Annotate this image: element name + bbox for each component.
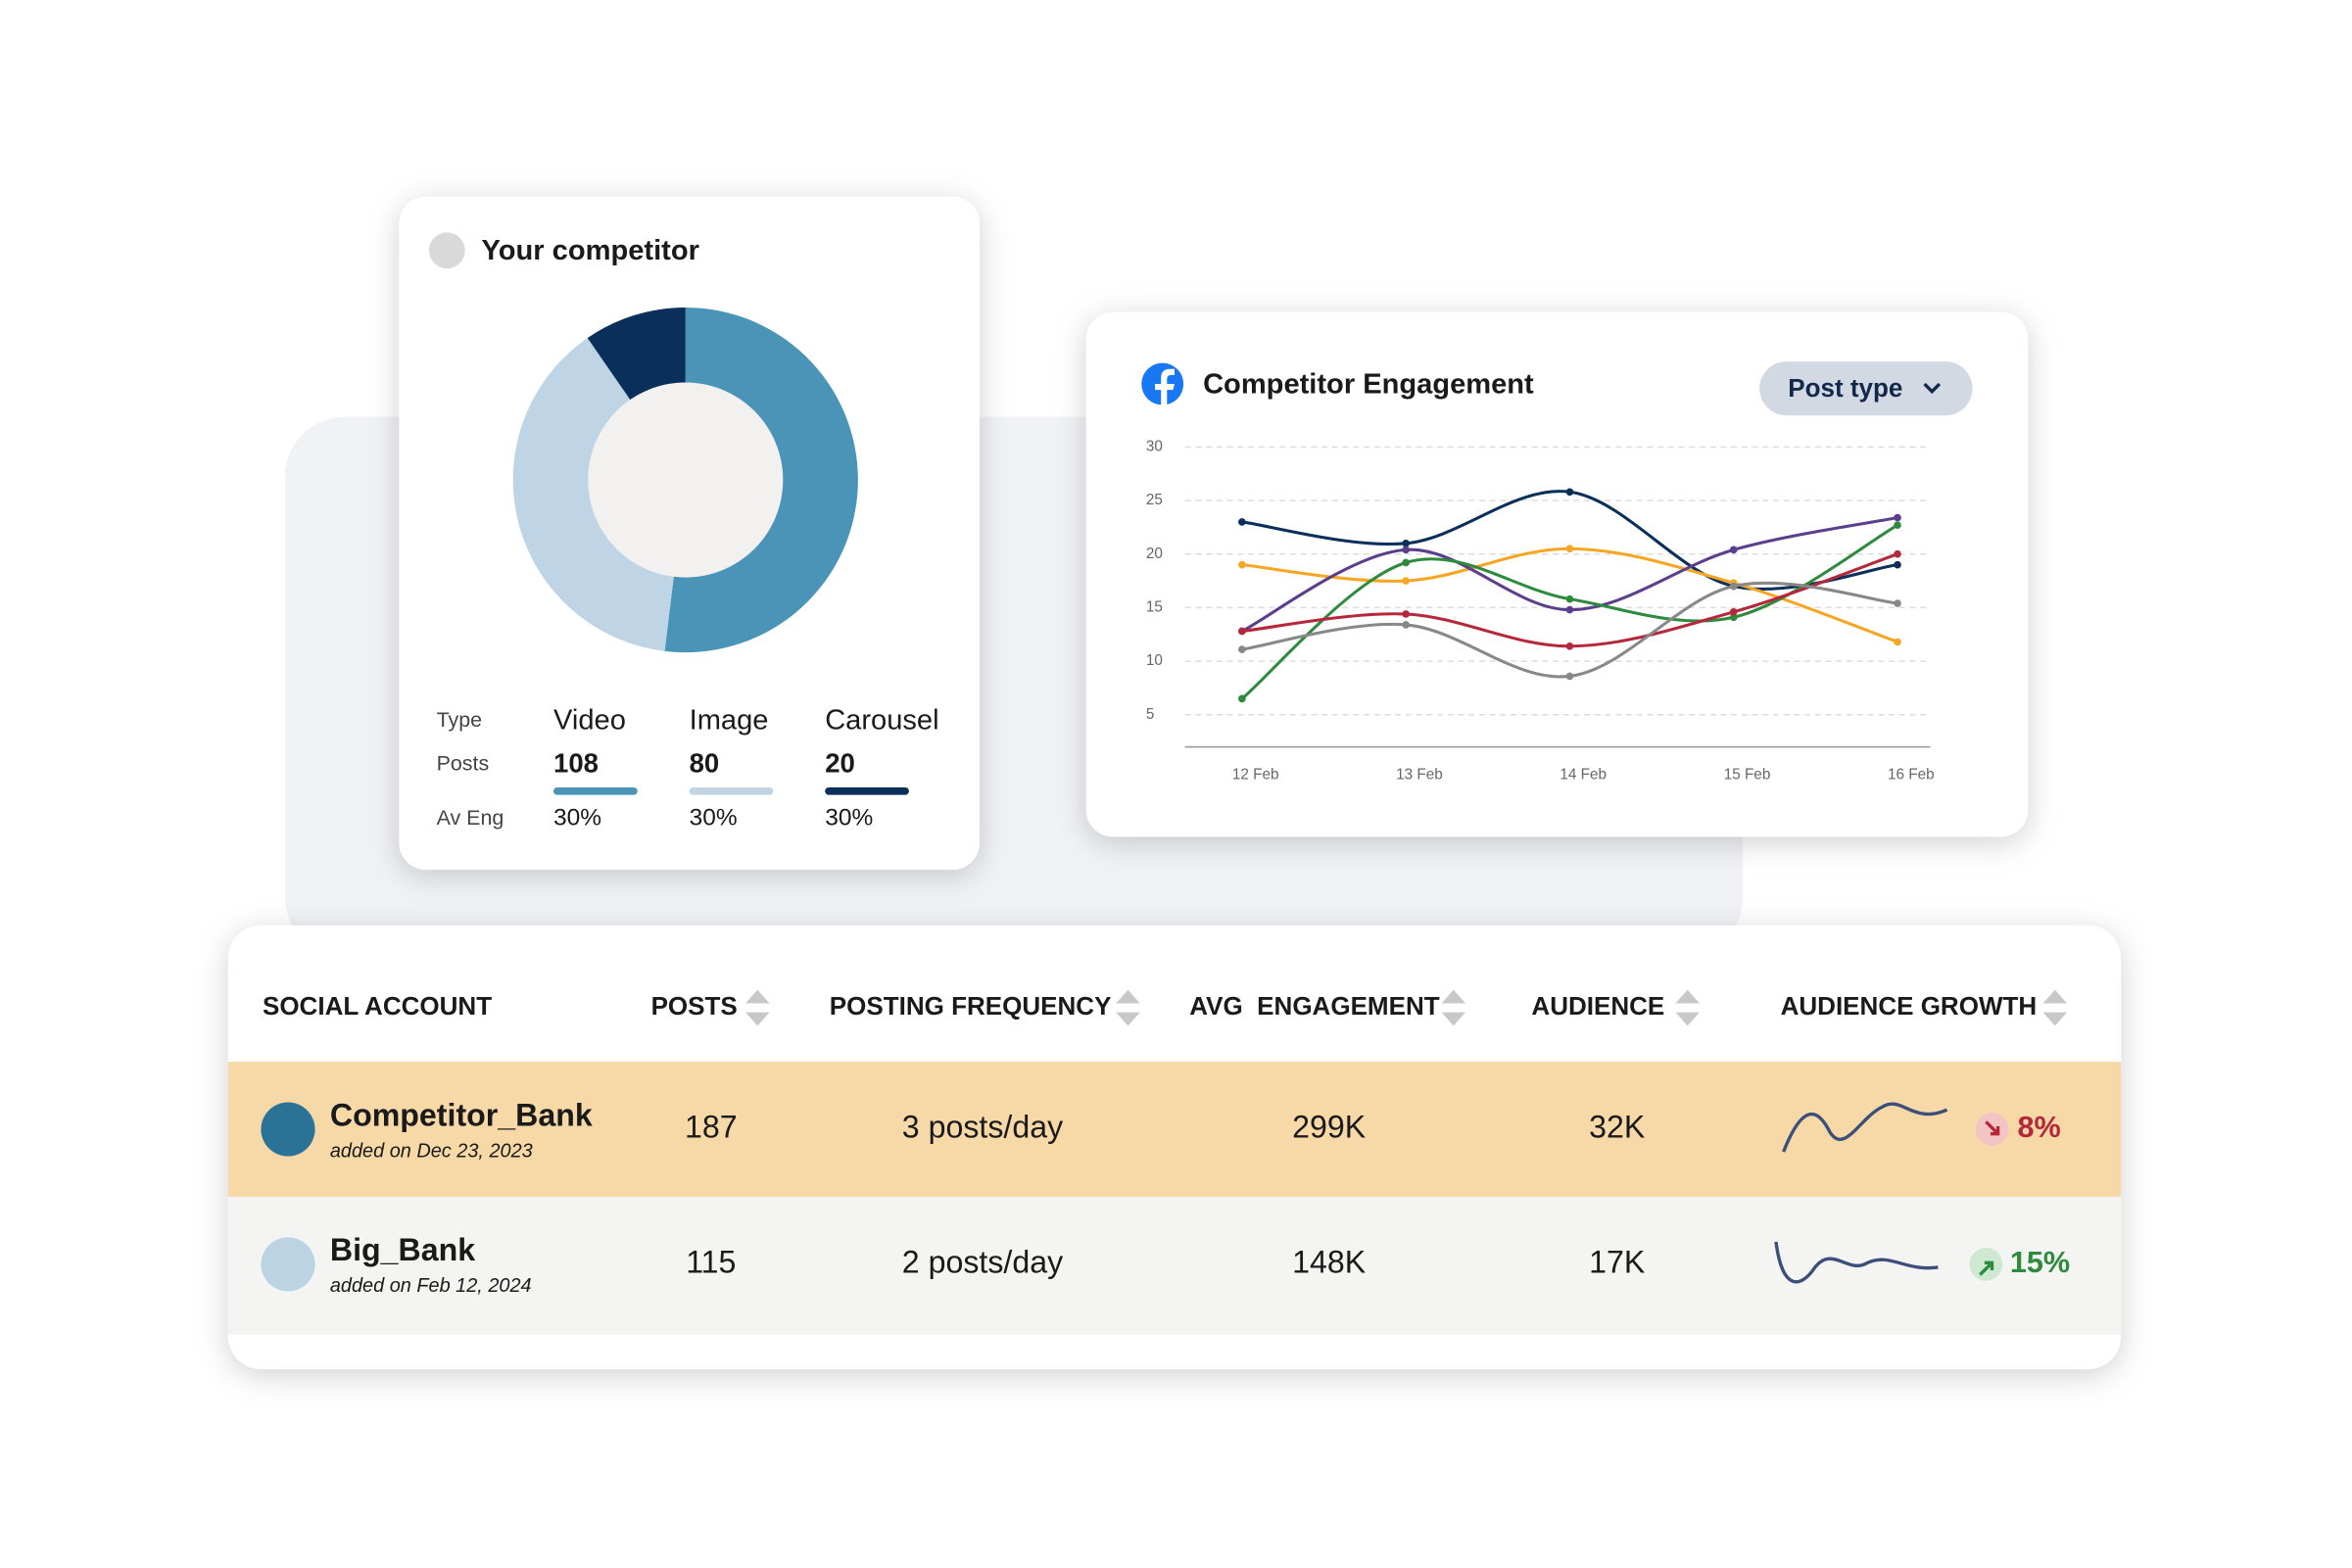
point — [1238, 694, 1246, 703]
y-tick-label: 30 — [1146, 438, 1163, 454]
added-date: added on Dec 23, 2023 — [330, 1140, 533, 1162]
legend-value: 108 — [553, 747, 599, 778]
point — [1729, 607, 1738, 616]
point — [1238, 518, 1246, 526]
growth-value: 8% — [2018, 1111, 2061, 1144]
point — [1238, 627, 1246, 636]
cell-audience: 17K — [1589, 1244, 1646, 1279]
point — [1565, 488, 1574, 497]
column-header: AVG ENGAGEMENT — [1189, 991, 1439, 1021]
account-avatar — [261, 1237, 315, 1292]
point — [1565, 672, 1574, 681]
column-header: POSTING FREQUENCY — [830, 991, 1112, 1021]
card-title: Your competitor — [482, 235, 699, 266]
legend-swatch — [689, 786, 774, 795]
x-tick-label: 15 Feb — [1724, 767, 1771, 784]
cell-audience: 32K — [1589, 1110, 1646, 1145]
button-label[interactable]: Post type — [1788, 373, 1902, 403]
donut-hole — [588, 382, 784, 578]
column-header: SOCIAL ACCOUNT — [263, 991, 492, 1021]
sort-arrows — [2042, 989, 2068, 1026]
growth-value: 15% — [2010, 1246, 2070, 1279]
column-header: POSTS — [651, 991, 738, 1021]
sparkline — [1774, 1241, 1939, 1284]
cell-engagement: 299K — [1292, 1110, 1367, 1145]
legend-value: 20 — [825, 747, 855, 778]
table-row — [227, 1062, 2122, 1197]
point — [1894, 549, 1901, 558]
legend-label: Image — [690, 704, 769, 736]
point — [1729, 613, 1738, 622]
point — [1565, 641, 1574, 650]
point — [1894, 513, 1901, 522]
legend-value: 80 — [690, 747, 720, 778]
point — [1238, 560, 1246, 569]
point — [1238, 645, 1246, 653]
point — [1402, 621, 1410, 629]
point — [1894, 638, 1901, 646]
chevron[interactable] — [1923, 382, 1942, 395]
point — [1402, 546, 1410, 554]
row-label: Type — [437, 708, 482, 732]
point — [1402, 610, 1410, 618]
av-eng: 30% — [690, 805, 738, 832]
cell-frequency: 3 posts/day — [902, 1110, 1063, 1145]
point — [1894, 599, 1901, 607]
y-tick-label: 15 — [1146, 598, 1163, 615]
x-tick-label: 12 Feb — [1232, 767, 1279, 784]
row-label: Av Eng — [437, 806, 504, 830]
x-tick-label: 14 Feb — [1560, 767, 1607, 784]
x-tick-label: 16 Feb — [1888, 767, 1935, 784]
point — [1729, 546, 1738, 554]
account-name: Big_Bank — [330, 1232, 475, 1267]
card-title: Competitor Engagement — [1203, 368, 1534, 400]
point — [1894, 560, 1901, 569]
growth-arrow — [1985, 1120, 2000, 1136]
point — [1565, 545, 1574, 553]
sparkline — [1782, 1102, 1948, 1153]
sort-arrows — [1116, 989, 1140, 1026]
account-avatar — [261, 1102, 315, 1157]
point — [1402, 558, 1410, 567]
point — [1729, 582, 1738, 591]
legend-swatch — [825, 786, 909, 795]
legend-swatch — [553, 786, 638, 795]
account-name: Competitor_Bank — [330, 1097, 593, 1132]
point — [1565, 594, 1574, 603]
column-header: AUDIENCE GROWTH — [1781, 991, 2038, 1021]
avatar — [428, 232, 465, 269]
x-tick-label: 13 Feb — [1396, 767, 1443, 784]
cell-engagement: 148K — [1292, 1244, 1367, 1279]
added-date: added on Feb 12, 2024 — [330, 1275, 532, 1297]
y-tick-label: 5 — [1146, 706, 1155, 723]
line-card — [1085, 311, 2029, 837]
sort-arrows — [745, 989, 770, 1026]
post-type-button[interactable] — [1759, 361, 1973, 416]
y-tick-label: 25 — [1146, 492, 1163, 508]
row-label: Posts — [437, 752, 490, 776]
av-eng: 30% — [553, 805, 601, 832]
legend-label: Carousel — [825, 704, 938, 736]
sort-arrows — [1441, 989, 1466, 1026]
cell-posts: 187 — [685, 1110, 738, 1145]
cell-frequency: 2 posts/day — [902, 1244, 1063, 1279]
growth-arrow — [1979, 1260, 1994, 1276]
point — [1894, 521, 1901, 530]
point — [1402, 539, 1410, 547]
legend-label: Video — [553, 704, 626, 736]
y-tick-label: 20 — [1146, 546, 1163, 562]
facebook-glyph — [1155, 368, 1175, 405]
sort-arrows — [1675, 989, 1700, 1026]
column-header: AUDIENCE — [1531, 991, 1664, 1021]
y-tick-label: 10 — [1146, 652, 1163, 669]
table-row — [227, 1196, 2122, 1335]
point — [1402, 577, 1410, 585]
av-eng: 30% — [825, 805, 873, 832]
point — [1565, 605, 1574, 614]
table: SOCIAL ACCOUNT POSTS POSTING FREQUENCY AVG … — [227, 989, 2122, 1335]
cell-posts: 115 — [686, 1244, 736, 1279]
